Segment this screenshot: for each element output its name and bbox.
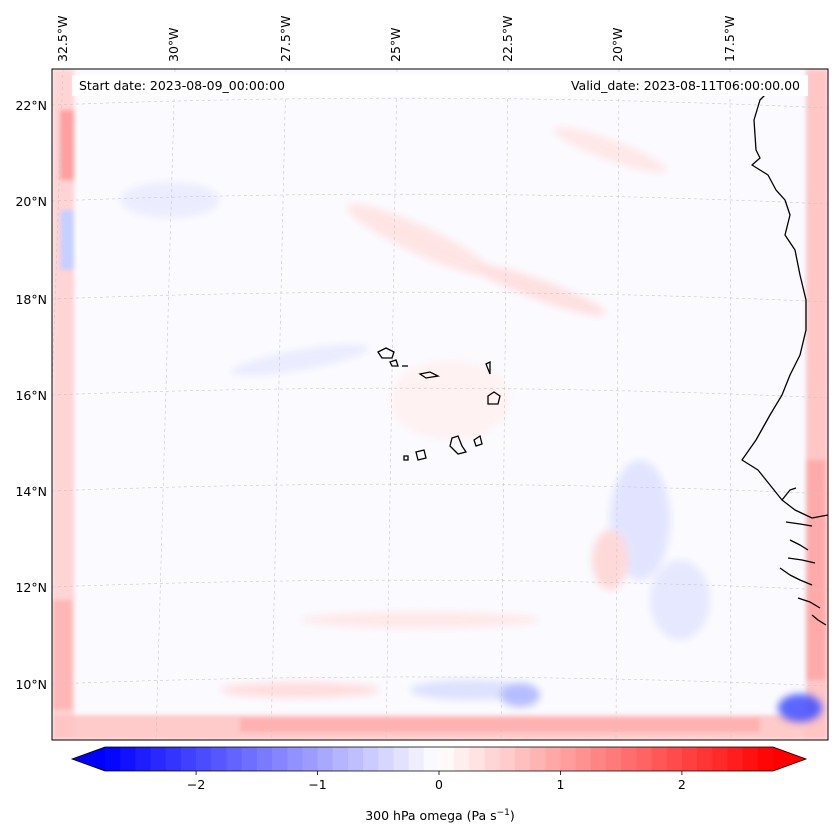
lat-tick-label: 12°N [15,580,47,595]
colorbar-cell [697,747,713,771]
colorbar-tick-label: −1 [308,777,326,792]
colorbar-cell [120,747,136,771]
colorbar-label-suffix: ) [510,808,515,823]
colorbar-cell [514,747,531,771]
lon-tick-label: 32.5°W [55,16,70,62]
colorbar-cell [454,747,470,771]
colorbar-tick-label: 2 [678,777,686,792]
colorbar-cell [363,747,379,771]
colorbar-cell [317,747,334,771]
colorbar-cell [575,747,592,771]
colorbar-cell [378,747,395,771]
colorbar-cell [347,747,364,771]
lon-tick-label: 27.5°W [278,16,293,62]
lon-tick-label: 20°W [610,27,625,62]
colorbar-cell [621,747,637,771]
colorbar-cell [666,747,683,771]
colorbar-ticks: −2 −1 0 1 2 [187,771,686,792]
colorbar-cell [332,747,349,771]
colorbar-cell [196,747,212,771]
colorbar-cell [590,747,607,771]
colorbar-cell [211,747,228,771]
colorbar: −2 −1 0 1 2 300 hPa omega (Pa s−1) [70,746,808,823]
colorbar-cell [681,747,698,771]
colorbar-cell [302,747,319,771]
lat-tick-label: 14°N [15,484,47,499]
omega-anomalies [120,127,822,722]
colorbar-cell [727,747,744,771]
lon-tick-label: 30°W [166,27,181,62]
colorbar-outline [70,746,808,772]
map-panel: Start date: 2023-08-09_00:00:00 Valid_da… [51,68,829,741]
colorbar-extend-high [773,747,806,771]
lat-tick-label: 20°N [15,194,47,209]
colorbar-cells [105,747,774,771]
colorbar-cell [499,747,516,771]
colorbar-cell [636,747,653,771]
colorbar-cell [651,747,668,771]
colorbar-cell [484,747,501,771]
lon-tick-label: 17.5°W [722,16,737,62]
senegal-coast [779,487,827,626]
colorbar-cell [423,747,440,771]
lat-tick-label: 16°N [15,388,47,403]
colorbar-tick-label: −2 [187,777,205,792]
colorbar-cell [105,747,121,771]
colorbar-cell [469,747,486,771]
colorbar-cell [560,747,577,771]
cape-verde-islands [377,347,501,461]
lat-tick-label: 22°N [15,98,47,113]
colorbar-cell [165,747,182,771]
colorbar-tick-label: 1 [556,777,564,792]
colorbar-cell [439,747,455,771]
valid-date-label: Valid_date: 2023-08-11T06:00:00.00 [571,78,800,93]
lat-tick-label: 18°N [15,292,47,307]
lat-tick-label: 10°N [15,677,47,692]
start-date-label: Start date: 2023-08-09_00:00:00 [79,78,285,93]
colorbar-cell [408,747,425,771]
colorbar-cell [180,747,197,771]
colorbar-cell [226,747,243,771]
colorbar-cell [241,747,258,771]
colorbar-cell [135,747,152,771]
colorbar-cell [150,747,167,771]
map-frame [51,68,829,741]
colorbar-cell [393,747,410,771]
lon-tick-label: 22.5°W [500,16,515,62]
info-strip [72,75,808,96]
colorbar-cell [545,747,562,771]
omega-field [52,69,828,740]
colorbar-tick-label: 0 [435,777,443,792]
colorbar-cell [272,747,288,771]
boundary-zone [52,69,828,740]
colorbar-label: 300 hPa omega (Pa s−1) [365,808,515,823]
colorbar-label-prefix: 300 hPa omega (Pa s [365,808,496,823]
coastlines [741,89,828,626]
colorbar-cell [256,747,273,771]
graticule [52,69,828,740]
colorbar-cell [606,747,622,771]
lon-tick-labels: 32.5°W 30°W 27.5°W 25°W 22.5°W 20°W 17.5… [55,16,737,62]
africa-coastline [741,89,828,519]
colorbar-cell [530,747,546,771]
colorbar-cell [742,747,759,771]
colorbar-cell [757,747,774,771]
lon-tick-label: 25°W [388,27,403,62]
colorbar-label-exp: −1 [497,808,510,818]
colorbar-cell [287,747,303,771]
lat-tick-labels: 22°N 20°N 18°N 16°N 14°N 12°N 10°N [15,98,47,692]
colorbar-cell [712,747,729,771]
colorbar-extend-low [72,747,105,771]
